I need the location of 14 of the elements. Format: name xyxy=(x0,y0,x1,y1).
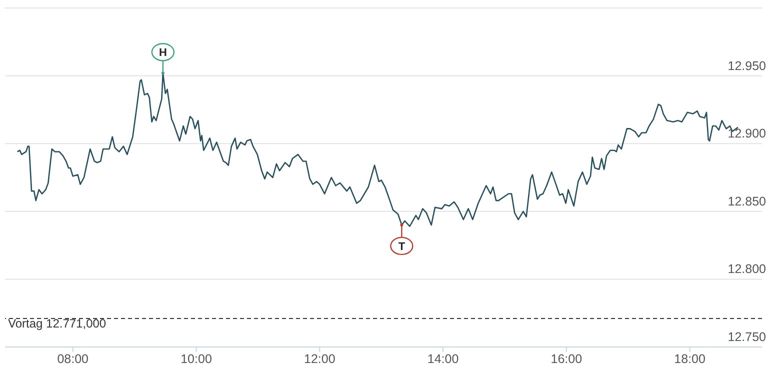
ref-line-label: Vortag 12.771,000 xyxy=(8,316,106,331)
annotation: H xyxy=(158,47,167,60)
x-tick-label: 10:00 xyxy=(180,352,212,366)
x-tick-label: 16:00 xyxy=(550,352,582,366)
y-tick-label: 12.750 xyxy=(728,330,766,344)
annotation: T xyxy=(398,240,406,253)
x-tick-label: 08:00 xyxy=(57,352,89,366)
x-tick-label: 12:00 xyxy=(304,352,336,366)
y-tick-label: 12.800 xyxy=(728,262,766,276)
x-tick-label: 14:00 xyxy=(427,352,459,366)
x-tick-label: 18:00 xyxy=(674,352,706,366)
y-tick-label: 12.900 xyxy=(728,126,766,141)
y-tick-label: 12.850 xyxy=(728,194,766,208)
y-tick-label: 12.950 xyxy=(728,58,766,73)
